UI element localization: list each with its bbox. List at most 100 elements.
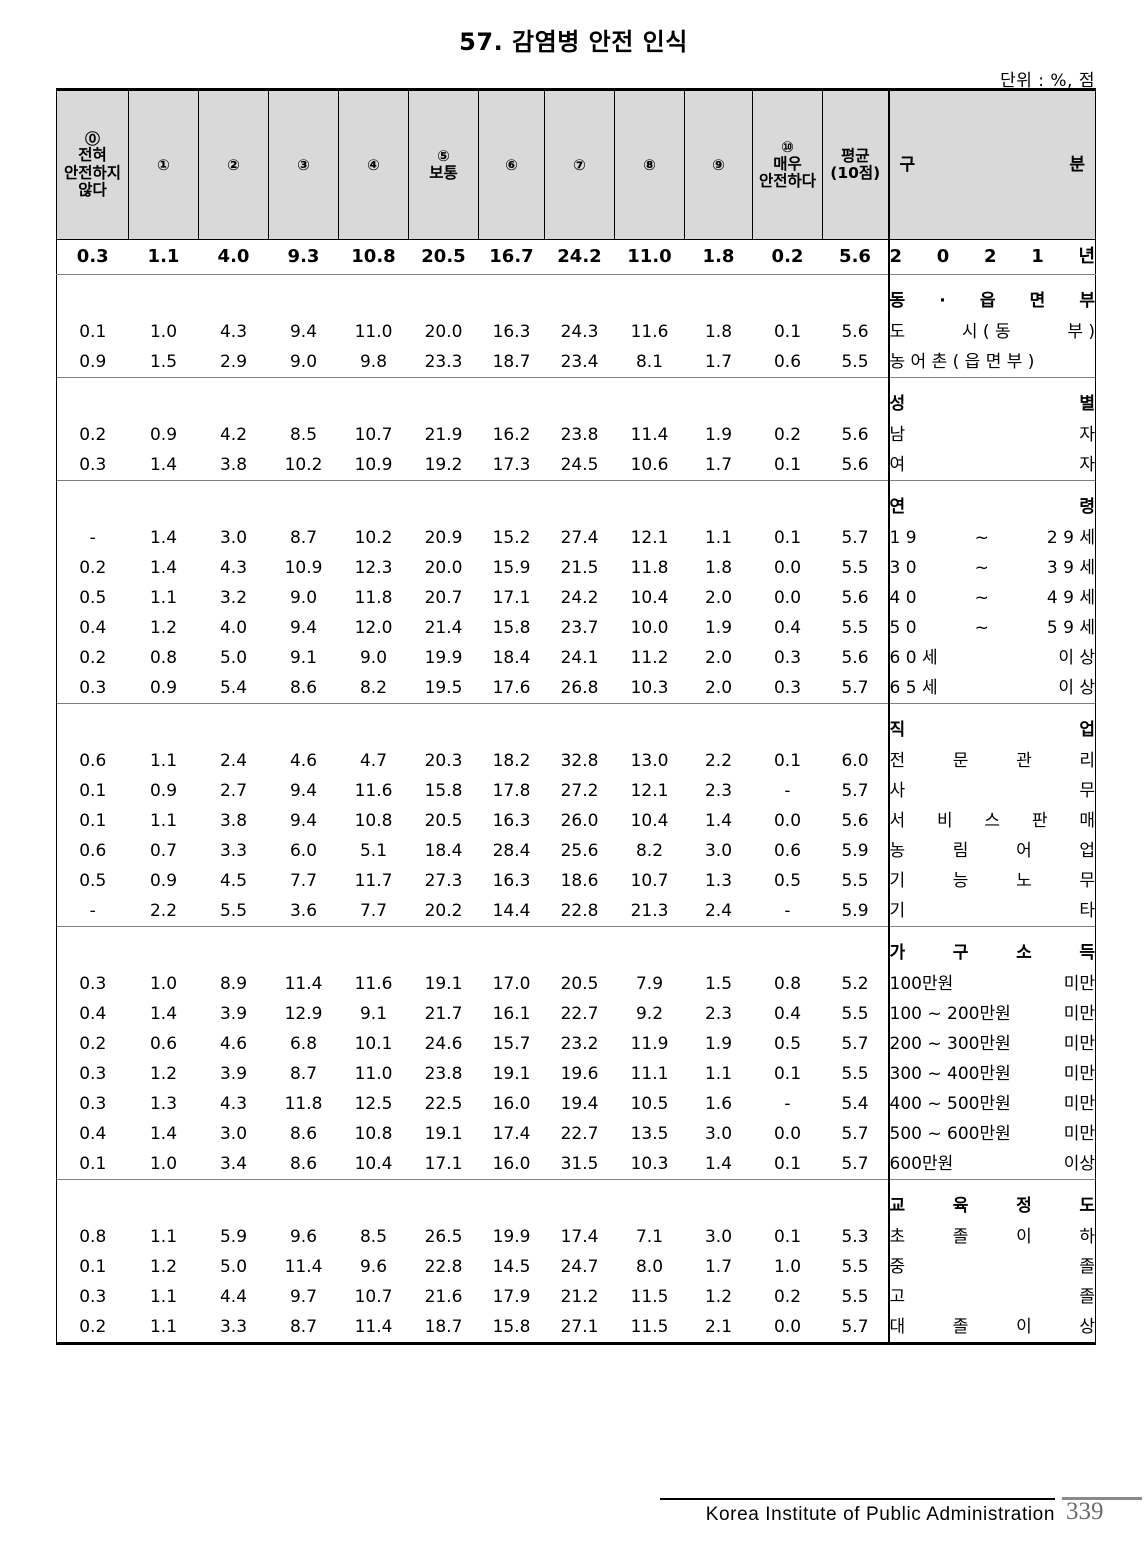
cell-value-4: 10.9 xyxy=(354,455,393,475)
spacer-cell xyxy=(614,1179,685,1190)
cell-value-5: 20.3 xyxy=(424,751,463,771)
cell-value-8 xyxy=(615,937,685,969)
cell-value-4: 10.7 xyxy=(354,425,393,445)
row-label-part-0: 100 ~ 200만원 xyxy=(889,1004,1011,1024)
cell-value-10 xyxy=(753,388,823,420)
row-label-part-0: 500 ~ 600만원 xyxy=(889,1124,1011,1144)
cell-value-6: 17.3 xyxy=(492,455,531,475)
cell-value-5: 19.2 xyxy=(424,455,463,475)
cell-value-11 xyxy=(823,1190,889,1222)
cell-value-10: 0.0 xyxy=(773,558,802,578)
row-label-part-1: 무 xyxy=(1079,781,1095,801)
cell-value-7: 27.2 xyxy=(560,781,599,801)
cell-value-5 xyxy=(409,937,479,969)
cell-value-5: 20.7 xyxy=(424,588,463,608)
row-label: 2 0 2 1 년 xyxy=(887,239,1096,275)
cell-value-2: 5.0 xyxy=(219,648,248,668)
row-label-part-1: · xyxy=(939,291,946,311)
spacer-cell xyxy=(823,275,889,286)
cell-value-6 xyxy=(479,388,545,420)
row-label: 200 ~ 300만원 미만 xyxy=(887,1029,1096,1059)
cell-value-3: 11.4 xyxy=(284,974,323,994)
cell-value-11: 5.3 xyxy=(841,1227,869,1247)
cell-value-8 xyxy=(615,491,685,523)
cell-value-2: 4.3 xyxy=(219,558,248,578)
cell-value-8: 8.2 xyxy=(635,841,664,861)
cell-value-1: 1.4 xyxy=(149,1004,178,1024)
cell-value-5 xyxy=(409,285,479,317)
cell-value-4: 11.4 xyxy=(338,1312,409,1345)
cell-value-11: 5.7 xyxy=(841,781,869,801)
row-label-part-3: 하 xyxy=(1079,1227,1095,1247)
cell-value-1: 1.4 xyxy=(149,455,178,475)
row-label-part-1: 미만 xyxy=(1063,1124,1095,1144)
spacer-cell xyxy=(269,275,339,286)
cell-value-5: 20.5 xyxy=(424,811,463,831)
cell-value-8: 8.1 xyxy=(635,352,664,372)
cell-value-2: 3.0 xyxy=(219,528,248,548)
row-label-inner: 600만원 이상 xyxy=(890,1149,1096,1179)
row-label-part-1: 미만 xyxy=(1063,1094,1095,1114)
cell-value-1: 1.1 xyxy=(149,1227,178,1247)
spacer-cell xyxy=(614,926,685,937)
cell-value-4: 10.2 xyxy=(354,528,393,548)
cell-value-0: 0.2 xyxy=(56,1312,129,1345)
cell-value-11 xyxy=(823,491,889,523)
row-label-inner: 6 0 세 이 상 xyxy=(890,643,1096,673)
cell-value-7: 23.7 xyxy=(560,618,599,638)
column-header-label-5-0: 보통 xyxy=(429,163,458,182)
spacer-cell xyxy=(684,377,753,388)
footer-divider xyxy=(660,1498,1055,1500)
row-label-part-0: 가 xyxy=(889,943,906,963)
cell-value-5: 20.0 xyxy=(424,322,463,342)
cell-value-3: 9.7 xyxy=(289,1287,318,1307)
cell-value-8: 10.3 xyxy=(630,1154,669,1174)
cell-value-5: 22.5 xyxy=(424,1094,463,1114)
section-header-row: 동 · 읍 면 부 xyxy=(56,285,1096,317)
row-label-part-0: 전 xyxy=(889,751,906,771)
row-label-part-0: 교 xyxy=(889,1196,906,1216)
cell-value-10: 0.0 xyxy=(752,1312,823,1345)
cell-value-0: 0.4 xyxy=(56,613,129,643)
cell-value-7: 26.8 xyxy=(560,678,599,698)
row-label-part-0: 400 ~ 500만원 xyxy=(889,1094,1011,1114)
cell-value-3: 9.4 xyxy=(289,618,318,638)
cell-value-9: 2.4 xyxy=(704,901,733,921)
spacer-cell xyxy=(615,275,685,286)
row-label-part-1: 졸 xyxy=(1079,1287,1095,1307)
row-label-part-1: 능 xyxy=(952,871,969,891)
cell-value-2: 2.9 xyxy=(219,352,248,372)
cell-value-4: 4.7 xyxy=(359,751,388,771)
row-label-inner: 100 ~ 200만원 미만 xyxy=(890,999,1096,1029)
cell-value-11: 5.7 xyxy=(841,528,869,548)
row-label-part-2: 3 9 세 xyxy=(1046,558,1095,578)
cell-value-6: 16.0 xyxy=(492,1154,531,1174)
cell-value-10: 0.1 xyxy=(773,455,802,475)
table-row: 0.6 0.7 3.3 6.0 5.1 18.4 28.4 25.6 8.2 3.0 0.6 5.9 농… xyxy=(56,836,1096,866)
spacer-cell xyxy=(887,703,1096,714)
cell-value-9 xyxy=(685,1190,753,1222)
cell-value-4: 11.0 xyxy=(354,322,393,342)
cell-value-1: 1.1 xyxy=(149,811,178,831)
cell-value-1: 0.9 xyxy=(149,781,178,801)
spacer-cell xyxy=(685,275,753,286)
row-label: 400 ~ 500만원 미만 xyxy=(887,1089,1096,1119)
row-label-part-1: 육 xyxy=(952,1196,969,1216)
row-label-part-3: 상 xyxy=(1079,1317,1095,1337)
cell-value-2: 3.9 xyxy=(219,1064,248,1084)
cell-value-8: 10.4 xyxy=(630,588,669,608)
row-label-part-2: 2 9 세 xyxy=(1046,528,1095,548)
cell-value-4 xyxy=(339,937,409,969)
cell-value-10 xyxy=(753,714,823,746)
cell-value-9 xyxy=(685,714,753,746)
column-header-10: ⑩ 매우 안전하다 xyxy=(752,88,823,240)
cell-value-7: 17.4 xyxy=(560,1227,599,1247)
cell-value-0: 0.3 xyxy=(56,969,129,999)
